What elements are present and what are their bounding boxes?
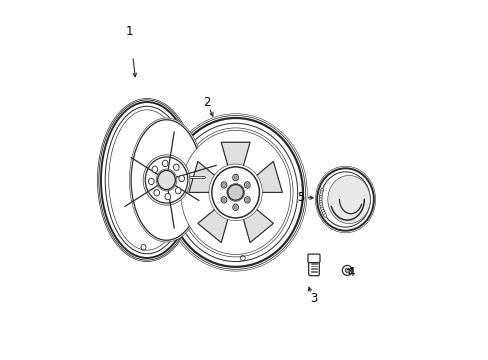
Ellipse shape [321,210,324,213]
Text: 5: 5 [297,191,305,204]
Text: 1: 1 [125,24,133,38]
Text: 4: 4 [346,266,354,279]
Ellipse shape [320,188,323,192]
Ellipse shape [315,166,375,233]
Circle shape [345,268,349,273]
Polygon shape [188,161,220,192]
Ellipse shape [319,193,322,197]
Ellipse shape [129,118,203,242]
Ellipse shape [327,175,369,224]
Text: 3: 3 [309,292,317,305]
Ellipse shape [320,207,323,211]
Ellipse shape [181,130,290,255]
Ellipse shape [152,166,157,172]
Ellipse shape [97,99,196,261]
Ellipse shape [320,205,322,208]
Ellipse shape [232,174,238,181]
Ellipse shape [323,213,326,217]
Ellipse shape [245,198,248,202]
Polygon shape [250,161,282,192]
Ellipse shape [319,200,322,204]
Ellipse shape [154,190,159,196]
Ellipse shape [319,198,322,201]
Ellipse shape [222,183,225,187]
Ellipse shape [173,164,179,170]
Ellipse shape [226,184,244,201]
Ellipse shape [319,195,322,199]
Ellipse shape [163,114,306,271]
Circle shape [342,265,351,275]
FancyBboxPatch shape [307,254,319,262]
Ellipse shape [143,155,189,205]
Ellipse shape [221,197,226,203]
Ellipse shape [245,183,248,187]
Ellipse shape [322,212,325,215]
FancyBboxPatch shape [308,260,319,276]
Ellipse shape [164,193,170,200]
Ellipse shape [156,169,177,191]
Ellipse shape [175,188,181,194]
Polygon shape [221,142,249,173]
Ellipse shape [221,182,226,188]
Ellipse shape [234,176,237,179]
Text: 2: 2 [203,95,211,108]
Polygon shape [241,204,273,243]
Ellipse shape [244,182,250,188]
Ellipse shape [244,197,250,203]
Ellipse shape [320,190,322,194]
Ellipse shape [179,175,184,182]
Ellipse shape [148,178,154,185]
Ellipse shape [222,198,225,202]
Polygon shape [198,204,229,243]
Ellipse shape [319,203,322,206]
Ellipse shape [234,206,237,209]
Ellipse shape [162,160,168,167]
Ellipse shape [208,164,262,221]
Ellipse shape [232,204,238,211]
